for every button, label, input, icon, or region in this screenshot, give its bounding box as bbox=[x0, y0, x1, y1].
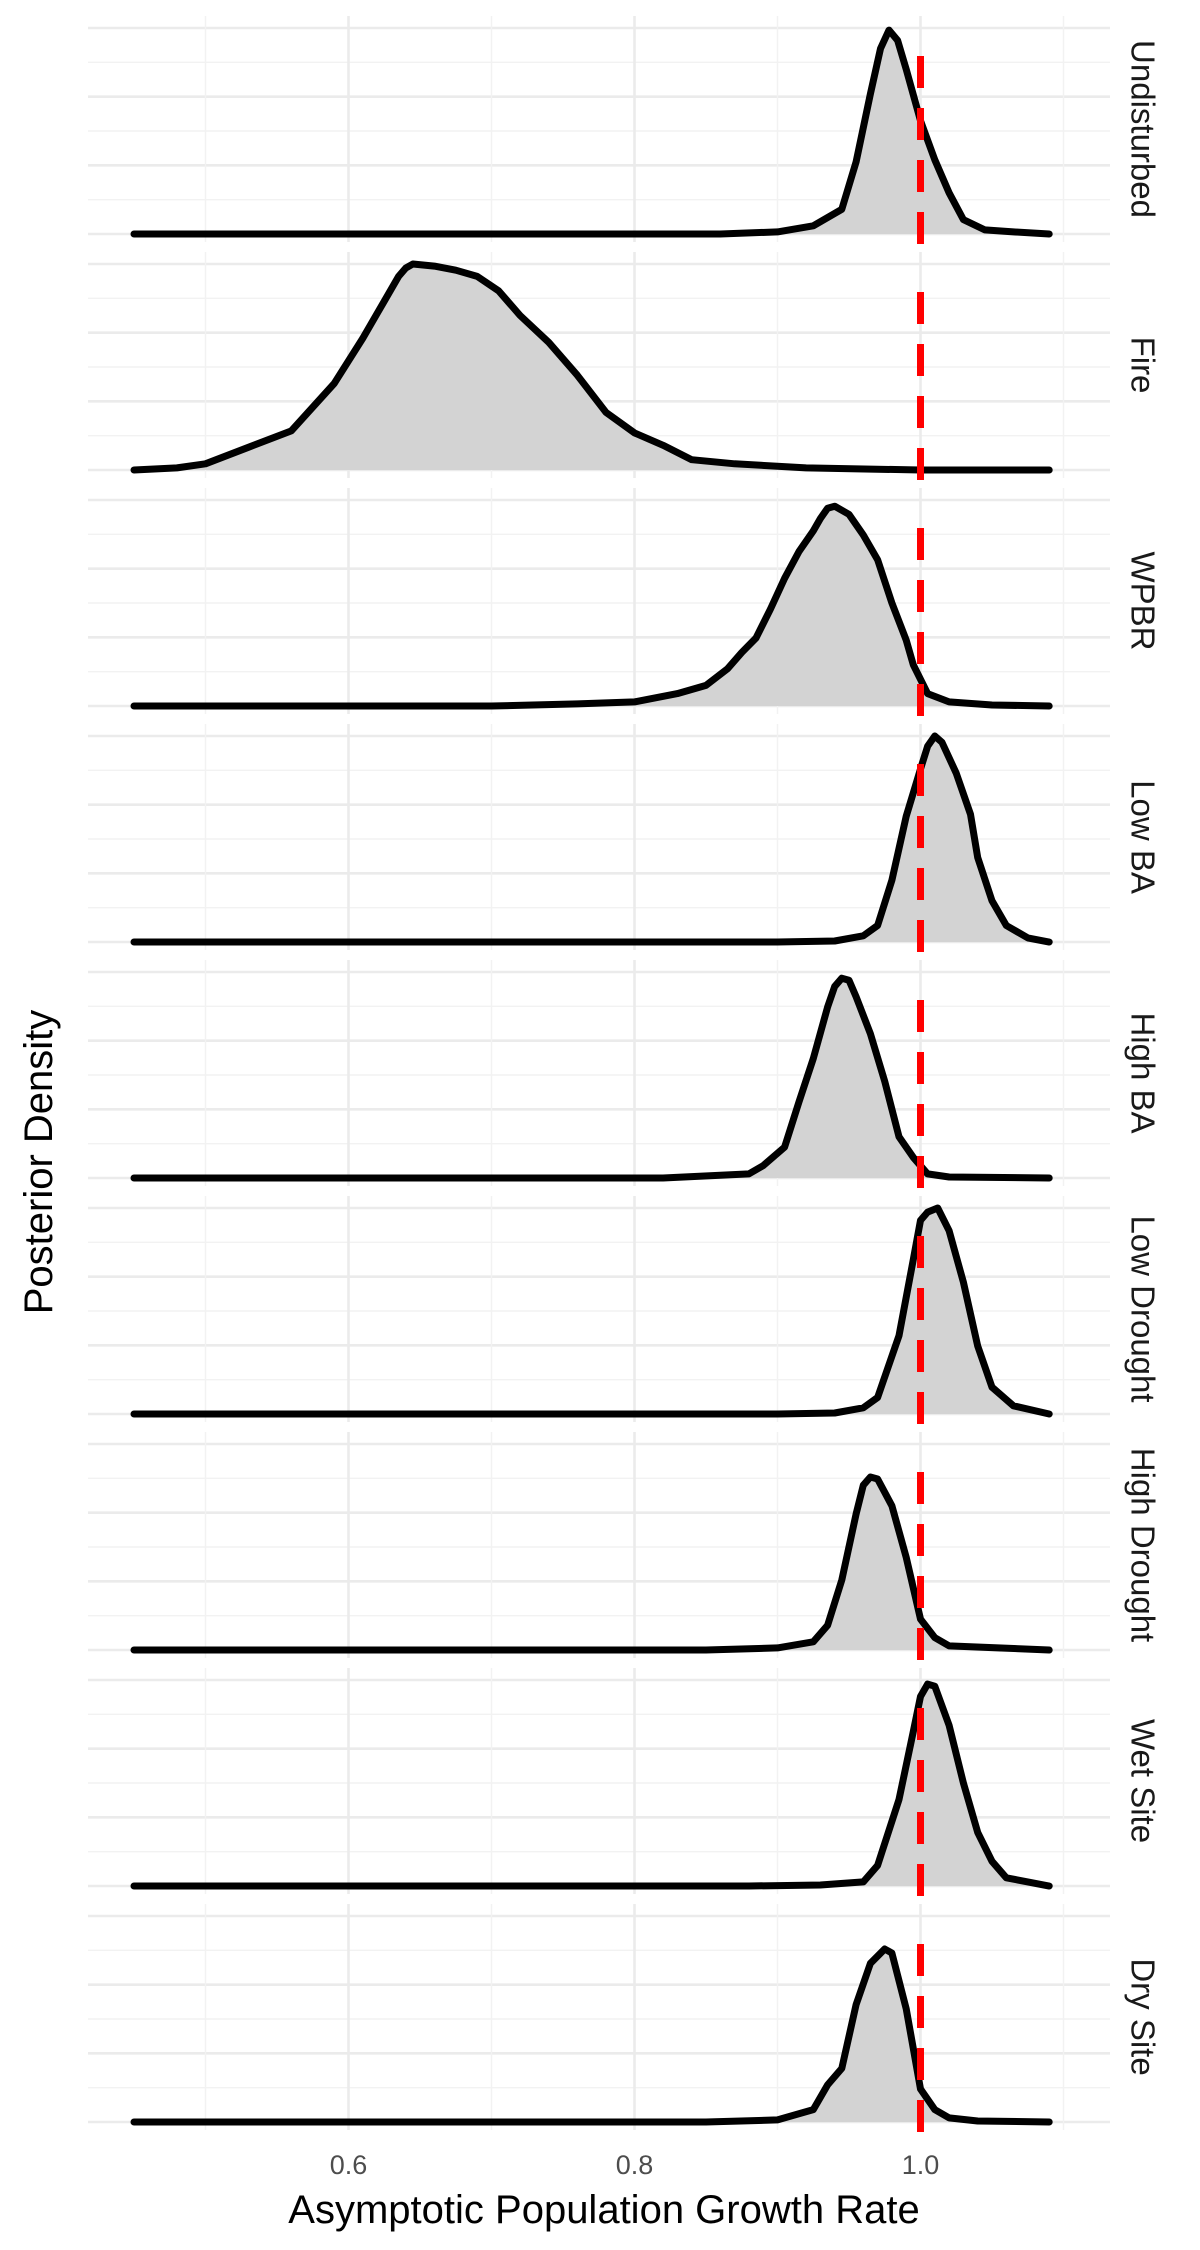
panel-fire: Fire bbox=[88, 252, 1161, 480]
strip-label: High Drought bbox=[1124, 1448, 1161, 1642]
density-area bbox=[134, 264, 1050, 470]
density-curve bbox=[130, 1473, 1053, 1654]
strip-label: High BA bbox=[1124, 1012, 1161, 1133]
panel-undisturbed: Undisturbed bbox=[88, 16, 1161, 244]
density-curve bbox=[130, 1204, 1053, 1418]
density-area bbox=[134, 1949, 1050, 2122]
strip-label: Low BA bbox=[1124, 780, 1161, 894]
density-area bbox=[134, 978, 1050, 1178]
panels-layer: Undisturbed Fire WPBR Low BA High BA Low Drou… bbox=[88, 16, 1161, 2132]
strip-label: Fire bbox=[1124, 337, 1161, 394]
x-tick-label: 0.6 bbox=[330, 2150, 368, 2180]
panel-high-ba: High BA bbox=[88, 960, 1161, 1188]
density-area bbox=[134, 30, 1050, 234]
panel-wet-site: Wet Site bbox=[88, 1668, 1161, 1896]
density-curve bbox=[130, 260, 1053, 474]
strip-label: WPBR bbox=[1124, 552, 1161, 651]
strip-label: Dry Site bbox=[1124, 1958, 1161, 2075]
panel-low-drought: Low Drought bbox=[88, 1196, 1161, 1424]
density-area bbox=[134, 736, 1050, 942]
panel-low-ba: Low BA bbox=[88, 724, 1161, 952]
strip-label: Undisturbed bbox=[1124, 40, 1161, 218]
panel-dry-site: Dry Site bbox=[88, 1904, 1161, 2132]
y-axis-title: Posterior Density bbox=[17, 1010, 61, 1315]
density-curve bbox=[130, 502, 1053, 710]
strip-label: Low Drought bbox=[1124, 1215, 1161, 1402]
density-curve bbox=[130, 974, 1053, 1182]
panel-high-drought: High Drought bbox=[88, 1432, 1161, 1660]
density-curve bbox=[130, 1680, 1053, 1890]
density-area bbox=[134, 1208, 1050, 1414]
panel-wpbr: WPBR bbox=[88, 488, 1161, 716]
density-area bbox=[134, 1477, 1050, 1650]
density-curve bbox=[130, 732, 1053, 946]
x-tick-label: 0.8 bbox=[616, 2150, 654, 2180]
x-axis-ticks: 0.6 0.8 1.0 bbox=[330, 2150, 940, 2180]
density-curve bbox=[130, 26, 1053, 238]
density-area bbox=[134, 506, 1050, 706]
x-tick-label: 1.0 bbox=[902, 2150, 940, 2180]
x-axis-title: Asymptotic Population Growth Rate bbox=[288, 2188, 919, 2232]
density-curve bbox=[130, 1945, 1053, 2126]
density-area bbox=[134, 1684, 1050, 1886]
strip-label: Wet Site bbox=[1124, 1719, 1161, 1843]
